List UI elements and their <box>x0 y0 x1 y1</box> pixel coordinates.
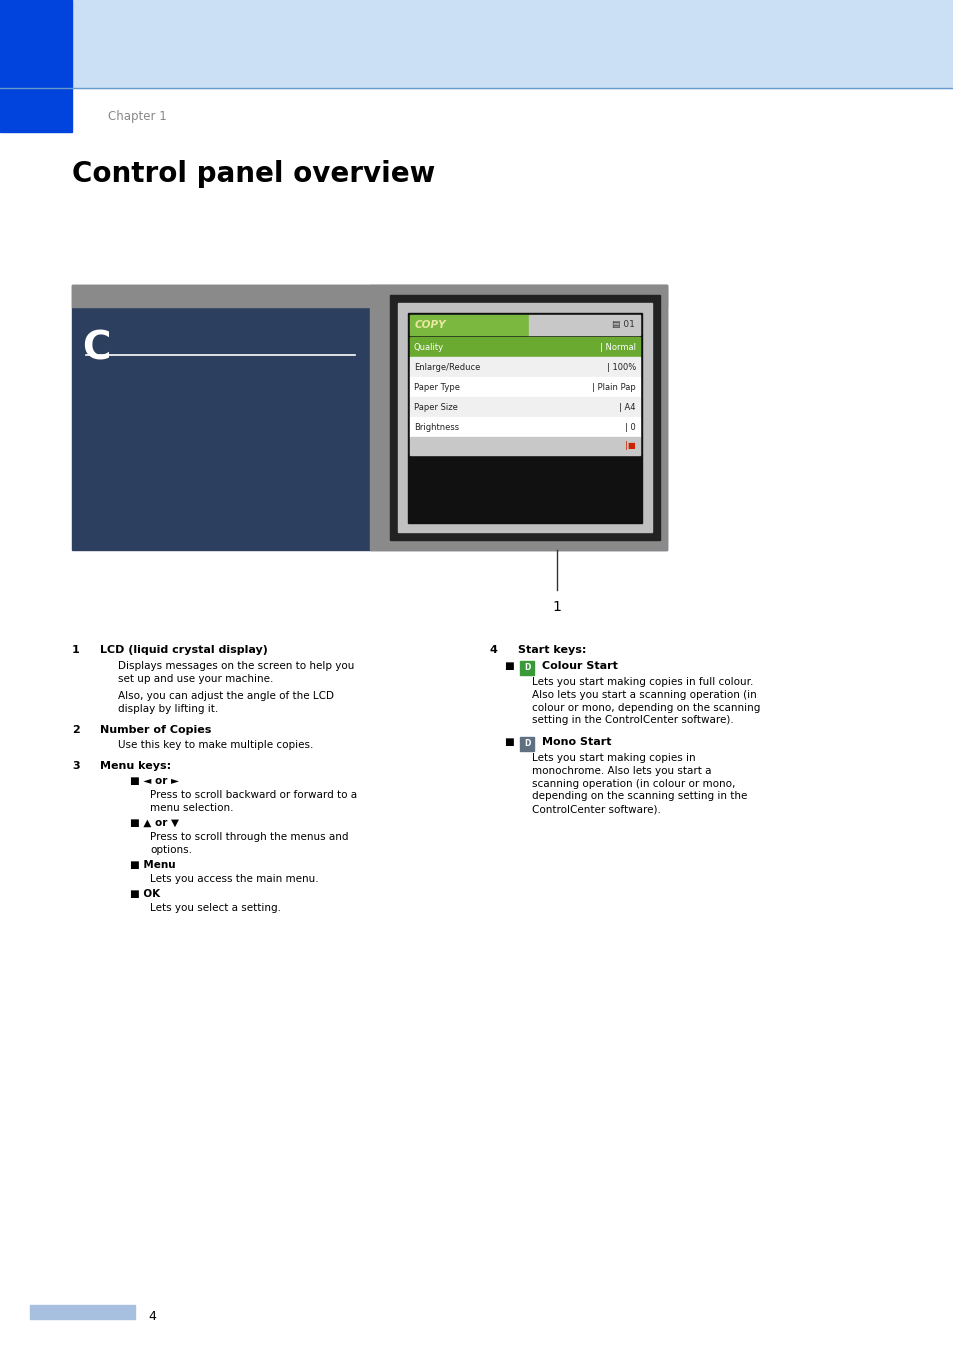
Text: Press to scroll backward or forward to a
menu selection.: Press to scroll backward or forward to a… <box>150 790 356 813</box>
Bar <box>397 303 651 532</box>
Text: D: D <box>523 739 530 748</box>
Text: Start keys:: Start keys: <box>517 644 586 655</box>
Text: | A4: | A4 <box>618 403 636 412</box>
Text: Paper Type: Paper Type <box>414 382 459 392</box>
Text: 3: 3 <box>71 761 79 771</box>
Bar <box>410 397 639 417</box>
Text: Colour Start: Colour Start <box>541 661 618 671</box>
Bar <box>390 295 659 540</box>
Text: | 0: | 0 <box>624 423 636 431</box>
Text: |■: |■ <box>624 442 636 450</box>
Text: | 100%: | 100% <box>606 362 636 372</box>
Text: Mono Start: Mono Start <box>541 738 611 747</box>
Text: D: D <box>523 663 530 673</box>
Bar <box>529 315 639 335</box>
Text: Number of Copies: Number of Copies <box>100 725 212 735</box>
Text: Brightness: Brightness <box>414 423 458 431</box>
Bar <box>410 436 639 455</box>
Text: Lets you access the main menu.: Lets you access the main menu. <box>150 874 318 884</box>
Text: 4: 4 <box>490 644 497 655</box>
Text: Control panel overview: Control panel overview <box>71 159 435 188</box>
Bar <box>410 336 639 357</box>
Text: 1: 1 <box>552 600 561 613</box>
Text: 1: 1 <box>71 644 80 655</box>
Bar <box>0 0 71 132</box>
Text: Lets you select a setting.: Lets you select a setting. <box>150 902 281 913</box>
Bar <box>410 315 529 335</box>
Text: Paper Size: Paper Size <box>414 403 457 412</box>
Text: LCD (liquid crystal display): LCD (liquid crystal display) <box>100 644 268 655</box>
Text: 2: 2 <box>71 725 80 735</box>
Text: Lets you start making copies in
monochrome. Also lets you start a
scanning opera: Lets you start making copies in monochro… <box>532 753 746 815</box>
Text: | Normal: | Normal <box>599 343 636 351</box>
Text: Menu keys:: Menu keys: <box>100 761 171 771</box>
Text: Chapter 1: Chapter 1 <box>108 109 167 123</box>
Bar <box>370 285 666 550</box>
Bar <box>410 417 639 436</box>
Text: ■ ◄ or ►: ■ ◄ or ► <box>130 775 179 786</box>
Text: ■ ▲ or ▼: ■ ▲ or ▼ <box>130 817 179 828</box>
Text: Lets you start making copies in full colour.
Also lets you start a scanning oper: Lets you start making copies in full col… <box>532 677 760 725</box>
Text: | Plain Pap: | Plain Pap <box>592 382 636 392</box>
Bar <box>519 738 534 751</box>
Bar <box>410 357 639 377</box>
Bar <box>71 285 666 550</box>
Text: Press to scroll through the menus and
options.: Press to scroll through the menus and op… <box>150 832 348 855</box>
Bar <box>408 313 641 523</box>
Text: ■: ■ <box>503 661 514 671</box>
Text: ▤ 01: ▤ 01 <box>612 320 635 330</box>
Text: 4: 4 <box>148 1310 155 1323</box>
Text: C: C <box>82 330 111 367</box>
Text: COPY: COPY <box>415 320 446 330</box>
Text: Also, you can adjust the angle of the LCD
display by lifting it.: Also, you can adjust the angle of the LC… <box>118 690 334 713</box>
Bar <box>30 1305 135 1319</box>
Text: ■: ■ <box>503 738 514 747</box>
Text: Quality: Quality <box>414 343 444 351</box>
Bar <box>410 377 639 397</box>
Text: Displays messages on the screen to help you
set up and use your machine.: Displays messages on the screen to help … <box>118 661 354 684</box>
Text: ■ OK: ■ OK <box>130 889 160 898</box>
Bar <box>71 285 666 307</box>
Text: ■ Menu: ■ Menu <box>130 861 175 870</box>
Bar <box>519 661 534 676</box>
Text: Enlarge/Reduce: Enlarge/Reduce <box>414 362 480 372</box>
Bar <box>0 0 953 88</box>
Text: Use this key to make multiple copies.: Use this key to make multiple copies. <box>118 740 313 750</box>
